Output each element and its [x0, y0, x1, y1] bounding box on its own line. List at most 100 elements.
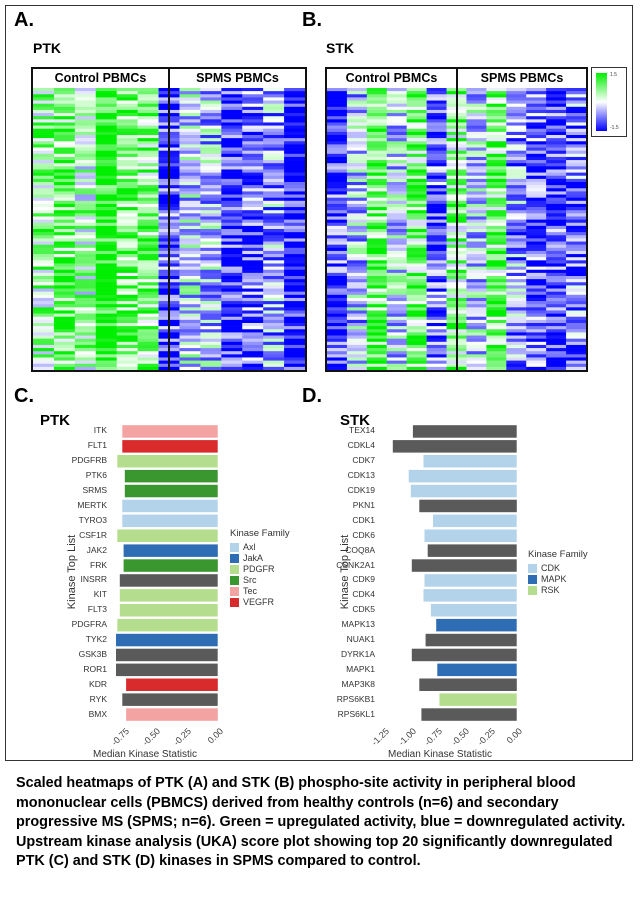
ptk-legend-swatch-vegfr [230, 598, 239, 607]
ptk-kinase-label: JAK2 [86, 544, 107, 555]
stk-spms-group-label: SPMS PBMCs [458, 69, 586, 88]
ptk-kinase-label: TYK2 [85, 634, 107, 645]
ptk-bar-pdgfrb [117, 455, 218, 468]
stk-kinase-label: RPS6KL1 [337, 708, 375, 719]
stk-legend-label-rsk: RSK [541, 585, 560, 595]
stk-kinase-label: CDK1 [352, 514, 375, 525]
stk-bar-map3k8 [419, 678, 517, 691]
stk-bar-cdk9 [424, 574, 517, 587]
stk-control-group-label: Control PBMCs [327, 69, 458, 88]
ptk-bar-kdr [126, 678, 218, 691]
ptk-bar-frk [123, 559, 218, 572]
stk-kinase-label: CDK6 [352, 529, 375, 540]
panel-b-title: STK [326, 40, 354, 56]
ptk-kinase-label: SRMS [82, 485, 107, 496]
stk-legend-swatch-mapk [528, 575, 537, 584]
ptk-legend-swatch-axl [230, 543, 239, 552]
ptk-kinase-label: PDGFRA [71, 619, 107, 630]
ptk-kinase-label: PTK6 [85, 470, 107, 481]
stk-kinase-label: CSNK2A1 [336, 559, 375, 570]
stk-bar-nuak1 [425, 633, 517, 647]
stk-bar-cdk13 [408, 469, 517, 483]
ptk-bar-itk [122, 425, 218, 438]
stk-bar-csnk2a1 [411, 559, 517, 572]
stk-legend-title: Kinase Family [528, 549, 588, 560]
ptk-legend-swatch-src [230, 576, 239, 585]
ptk-kinase-label: ROR1 [83, 663, 107, 674]
ptk-bar-gsk3b [116, 648, 218, 662]
ptk-legend-title: Kinase Family [230, 528, 290, 539]
ptk-legend-swatch-jaka [230, 554, 239, 563]
stk-kinase-label: CDK5 [352, 604, 375, 615]
stk-bar-cdk1 [433, 514, 517, 528]
figure-caption: Scaled heatmaps of PTK (A) and STK (B) p… [16, 775, 626, 869]
ptk-heatmap: Control PBMCs SPMS PBMCs [31, 67, 307, 372]
stk-x-axis-title: Median Kinase Statistic [388, 749, 492, 760]
stk-kinase-label: PKN1 [352, 499, 375, 510]
color-scale-min: -1.5 [610, 125, 619, 131]
ptk-legend-swatch-tec [230, 587, 239, 596]
heatmap-color-legend: 1.5 -1.5 [591, 67, 627, 137]
stk-bar-cdk6 [424, 529, 517, 542]
stk-kinase-label: CDK4 [352, 589, 375, 600]
ptk-kinase-label: KDR [89, 678, 107, 689]
stk-bar-rps6kl1 [421, 708, 517, 721]
ptk-bar-ptk6 [124, 469, 218, 483]
ptk-heatmap-cells [33, 88, 305, 370]
panel-c-title: PTK [40, 412, 70, 429]
ptk-kinase-label: BMX [88, 708, 107, 719]
stk-kinase-label: COQ8A [345, 544, 375, 555]
color-scale-bar [596, 73, 607, 131]
stk-bar-cdk7 [423, 455, 517, 468]
ptk-bar-tyk2 [116, 633, 218, 647]
ptk-kinase-label: GSK3B [78, 648, 107, 659]
stk-legend-swatch-rsk [528, 586, 537, 595]
ptk-legend-label-vegfr: VEGFR [243, 597, 275, 607]
ptk-bar-tyro3 [122, 514, 218, 528]
ptk-group-divider [168, 69, 170, 370]
panel-a-title: PTK [33, 40, 61, 56]
ptk-kinase-label: FRK [90, 559, 107, 570]
stk-bar-cdk5 [430, 604, 517, 617]
ptk-bar-pdgfra [117, 618, 218, 632]
ptk-bar-insrr [119, 574, 218, 587]
ptk-bar-kit [119, 589, 218, 602]
stk-kinase-label: CDK7 [352, 455, 375, 466]
ptk-bar-ryk [122, 693, 218, 706]
panel-a-label: A. [14, 9, 34, 31]
stk-kinase-label: CDK13 [347, 470, 375, 481]
stk-heatmap: Control PBMCs SPMS PBMCs [325, 67, 588, 372]
ptk-kinase-label: FLT3 [87, 604, 107, 615]
ptk-kinase-label: MERTK [77, 499, 107, 510]
stk-heatmap-cells [327, 88, 586, 370]
stk-legend-label-cdk: CDK [541, 563, 561, 573]
ptk-kinase-label: RYK [89, 693, 107, 704]
ptk-kinase-label: INSRR [80, 574, 107, 585]
ptk-legend-label-tec: Tec [243, 586, 258, 596]
ptk-bar-flt3 [119, 604, 218, 617]
ptk-kinase-label: ITK [93, 425, 107, 436]
stk-bar-cdk19 [410, 484, 517, 498]
color-scale-max: 1.5 [610, 72, 617, 78]
stk-kinase-label: TEX14 [349, 425, 375, 436]
ptk-bar-flt1 [122, 440, 218, 453]
ptk-bar-mertk [122, 499, 218, 513]
stk-kinase-label: DYRK1A [340, 648, 375, 659]
panel-d-title: STK [340, 412, 370, 429]
ptk-kinase-label: KIT [93, 589, 107, 600]
stk-bar-cdk4 [423, 589, 517, 602]
stk-bar-tex14 [412, 425, 517, 438]
stk-bar-coq8a [427, 544, 517, 557]
panel-d-label: D. [302, 385, 322, 407]
stk-legend-swatch-cdk [528, 564, 537, 573]
ptk-bar-csf1r [117, 529, 218, 542]
stk-bar-rps6kb1 [439, 693, 517, 706]
ptk-legend-label-jaka: JakA [243, 553, 264, 563]
panel-b-label: B. [302, 9, 322, 31]
stk-y-axis-title: Kinase Top List [339, 534, 351, 610]
stk-group-divider [456, 69, 458, 370]
stk-kinase-label: NUAK1 [346, 634, 375, 645]
ptk-spms-group-label: SPMS PBMCs [170, 69, 305, 88]
